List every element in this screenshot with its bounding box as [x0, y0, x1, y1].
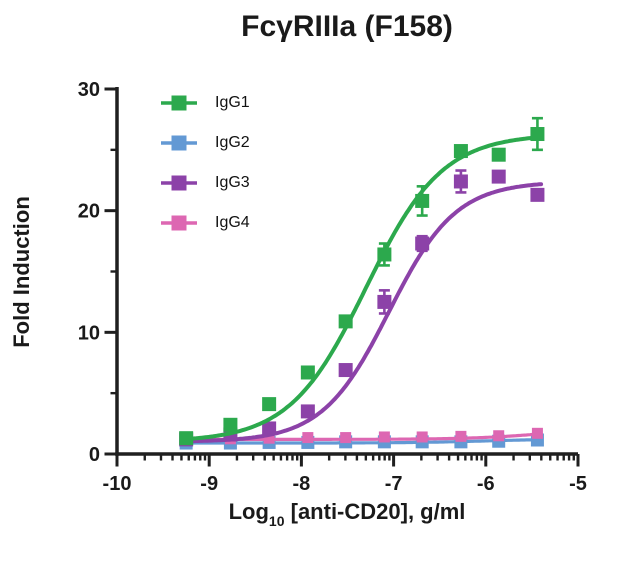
x-axis-label-pre: Log — [228, 499, 269, 524]
data-point-IgG3 — [415, 236, 430, 251]
data-point-IgG3 — [530, 187, 545, 202]
legend-item-IgG2: IgG2 — [161, 123, 250, 163]
data-point-IgG4 — [493, 430, 505, 442]
data-point-IgG1 — [262, 397, 277, 412]
data-point-IgG3 — [262, 421, 277, 436]
legend-label: IgG2 — [215, 134, 250, 151]
data-point-IgG4 — [378, 431, 390, 443]
data-point-IgG3 — [453, 174, 468, 189]
data-point-IgG3 — [338, 363, 353, 378]
data-point-IgG1 — [415, 193, 430, 208]
curve-IgG3 — [181, 182, 544, 444]
legend-item-IgG4: IgG4 — [161, 203, 250, 243]
data-point-IgG4 — [455, 430, 467, 442]
data-point-IgG1 — [300, 365, 315, 380]
data-point-IgG1 — [223, 417, 238, 432]
axes: -10 -9 -8 -7 -6 -5 0 10 20 30 — [78, 79, 587, 495]
data-point-IgG3 — [491, 169, 506, 184]
data-point-IgG1 — [338, 314, 353, 329]
y-tick-label: 0 — [89, 444, 100, 466]
legend-item-IgG1: IgG1 — [161, 83, 250, 123]
legend-label: IgG1 — [215, 94, 250, 111]
data-point-IgG1 — [491, 147, 506, 162]
legend-swatch-icon — [161, 135, 197, 151]
data-point-IgG4 — [263, 432, 275, 444]
x-tick-label: -5 — [569, 473, 587, 495]
x-tick-label: -9 — [200, 473, 218, 495]
y-tick-label: 30 — [78, 79, 100, 101]
data-point-IgG1 — [377, 247, 392, 262]
data-point-IgG4 — [340, 432, 352, 444]
x-axis-label-post: [anti-CD20], g/ml — [284, 499, 466, 524]
data-point-IgG4 — [531, 427, 543, 439]
legend-item-IgG3: IgG3 — [161, 163, 250, 203]
data-point-IgG1 — [453, 144, 468, 159]
x-axis-label-sub: 10 — [268, 513, 285, 530]
data-point-IgG4 — [302, 432, 314, 444]
data-point-IgG1 — [179, 431, 194, 446]
curve-IgG1 — [181, 135, 544, 442]
legend-label: IgG3 — [215, 174, 250, 191]
series-IgG3 — [179, 169, 545, 447]
data-point-IgG3 — [377, 294, 392, 309]
curve-IgG2 — [181, 438, 543, 445]
x-tick-label: -6 — [477, 473, 495, 495]
y-tick-label: 10 — [78, 322, 100, 344]
x-axis-label: Log10 [anti-CD20], g/ml — [107, 499, 587, 530]
legend-label: IgG4 — [215, 214, 250, 231]
data-point-IgG4 — [416, 431, 428, 443]
legend-swatch-icon — [161, 95, 197, 111]
x-tick-label: -8 — [293, 473, 311, 495]
data-point-IgG1 — [530, 127, 545, 142]
x-tick-label: -10 — [103, 473, 132, 495]
x-tick-label: -7 — [385, 473, 403, 495]
legend-swatch-icon — [161, 215, 197, 231]
chart-title: FcγRIIIa (F158) — [241, 10, 453, 43]
y-tick-label: 20 — [78, 201, 100, 223]
data-point-IgG3 — [300, 404, 315, 419]
legend-swatch-icon — [161, 175, 197, 191]
legend: IgG1 IgG2 IgG3 IgG4 — [161, 83, 250, 243]
series-IgG1 — [179, 116, 545, 446]
